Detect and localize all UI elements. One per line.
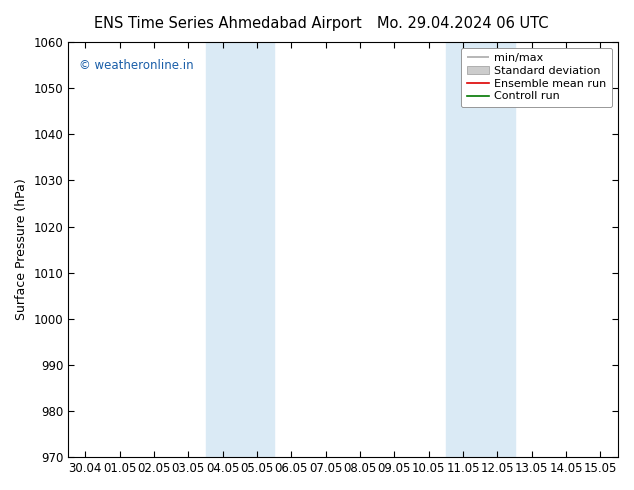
Bar — [446, 42, 481, 457]
Y-axis label: Surface Pressure (hPa): Surface Pressure (hPa) — [15, 179, 28, 320]
Legend: min/max, Standard deviation, Ensemble mean run, Controll run: min/max, Standard deviation, Ensemble me… — [461, 48, 612, 107]
Text: © weatheronline.in: © weatheronline.in — [79, 59, 194, 72]
Bar — [240, 42, 275, 457]
Text: Mo. 29.04.2024 06 UTC: Mo. 29.04.2024 06 UTC — [377, 16, 548, 31]
Bar — [481, 42, 515, 457]
Bar — [205, 42, 240, 457]
Text: ENS Time Series Ahmedabad Airport: ENS Time Series Ahmedabad Airport — [94, 16, 362, 31]
